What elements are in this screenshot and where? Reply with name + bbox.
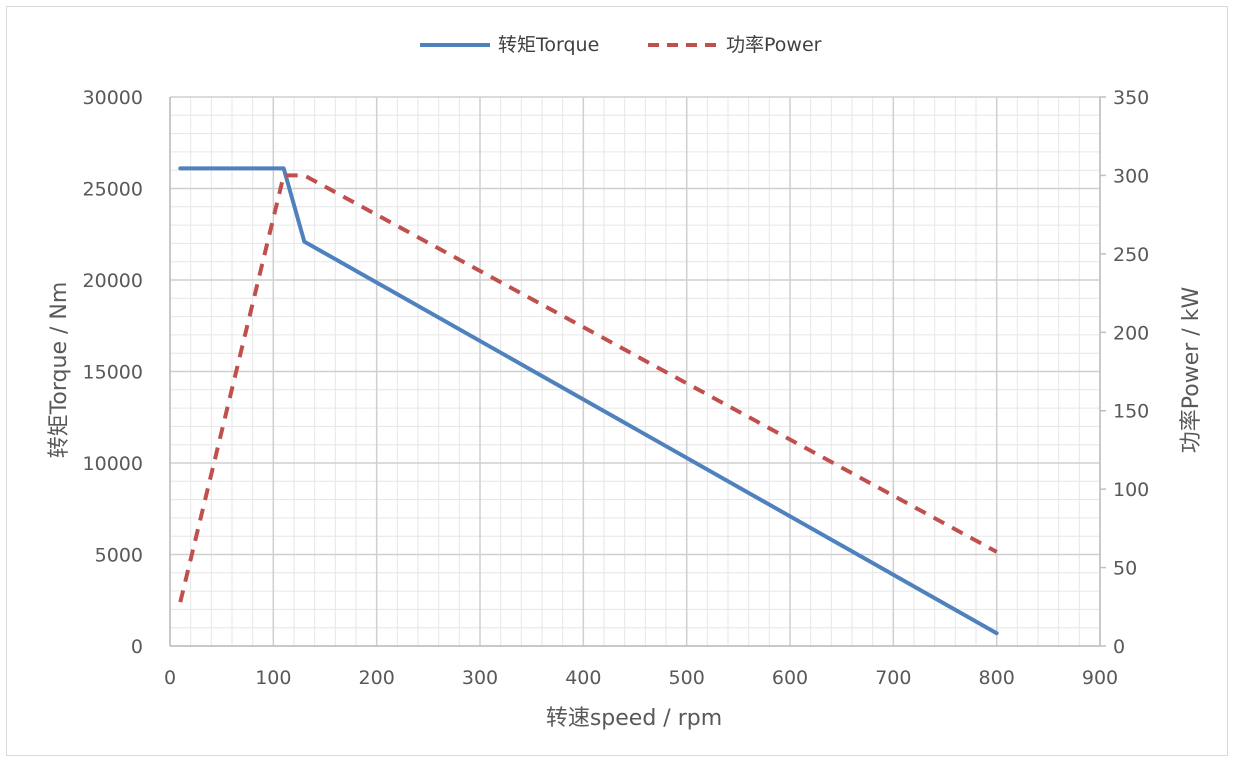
torque-series-line bbox=[178, 166, 999, 636]
y-tick-label: 15000 bbox=[83, 362, 143, 384]
power-series-line bbox=[178, 173, 998, 603]
y2-tick-label: 50 bbox=[1113, 558, 1137, 580]
y2-tick-label: 200 bbox=[1113, 322, 1149, 344]
x-tick-label: 900 bbox=[1082, 667, 1118, 689]
y2-tick-label: 150 bbox=[1113, 401, 1149, 423]
y-tick-label: 10000 bbox=[83, 453, 143, 475]
y-tick-label: 25000 bbox=[83, 179, 143, 201]
chart-frame bbox=[6, 6, 1228, 756]
x-tick-label: 300 bbox=[462, 667, 498, 689]
x-tick-label: 500 bbox=[669, 667, 705, 689]
y-tick-label: 0 bbox=[131, 636, 143, 658]
x-tick-label: 0 bbox=[164, 667, 176, 689]
y2-tick-label: 300 bbox=[1113, 165, 1149, 187]
x-tick-label: 100 bbox=[255, 667, 291, 689]
y2-tick-label: 0 bbox=[1113, 636, 1125, 658]
y-tick-label: 20000 bbox=[83, 270, 143, 292]
x-tick-label: 800 bbox=[979, 667, 1015, 689]
legend: 转矩Torque 功率Power bbox=[420, 34, 822, 56]
tick-labels: 0 100 200 300 400 500 600 700 800 900050001000015… bbox=[83, 87, 1150, 689]
y2-tick-label: 350 bbox=[1113, 87, 1149, 109]
y-tick-label: 30000 bbox=[83, 87, 143, 109]
y2-tick-label: 100 bbox=[1113, 479, 1149, 501]
y2-axis-title: 功率Power / kW bbox=[1179, 287, 1204, 454]
x-tick-label: 600 bbox=[772, 667, 808, 689]
axes bbox=[169, 96, 1106, 647]
x-tick-label: 700 bbox=[875, 667, 911, 689]
legend-label-torque: 转矩Torque bbox=[498, 34, 599, 56]
x-tick-label: 400 bbox=[565, 667, 601, 689]
x-axis-title: 转速speed / rpm bbox=[546, 706, 722, 731]
series-lines bbox=[178, 166, 999, 636]
y-axis-title: 转矩Torque / Nm bbox=[47, 282, 72, 459]
x-tick-label: 200 bbox=[359, 667, 395, 689]
legend-label-power: 功率Power bbox=[726, 34, 822, 56]
y2-tick-label: 250 bbox=[1113, 244, 1149, 266]
y-tick-label: 5000 bbox=[95, 545, 143, 567]
